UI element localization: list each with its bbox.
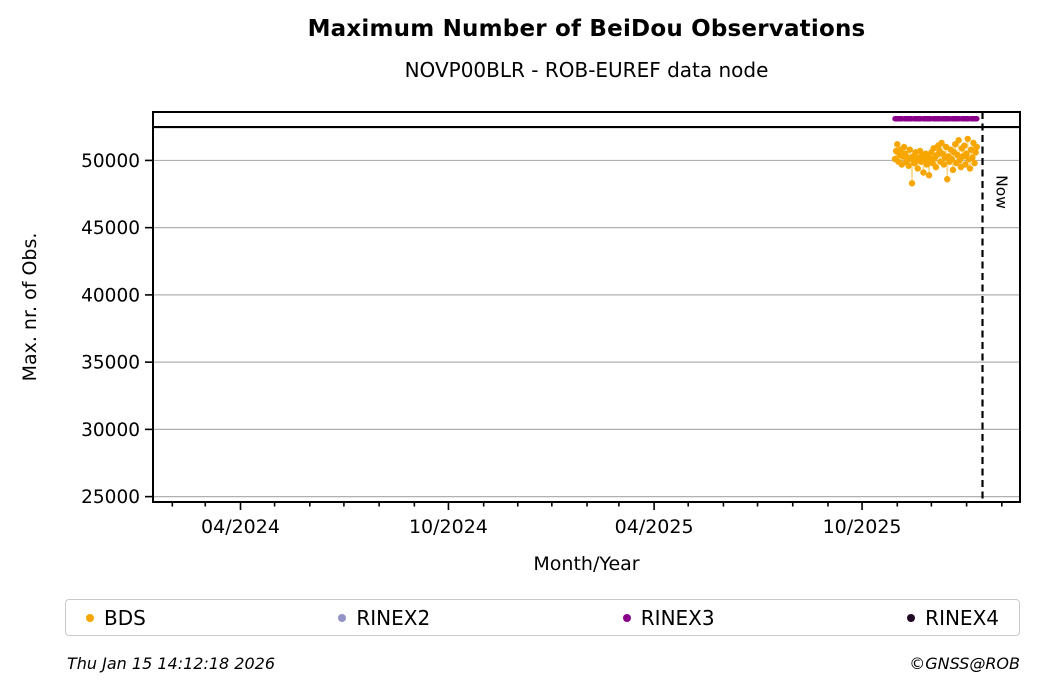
data-point-bds — [961, 142, 968, 149]
data-point-bds — [905, 162, 912, 169]
legend-label-rinex2: RINEX2 — [356, 605, 431, 630]
y-tick-label: 45000 — [81, 218, 140, 239]
data-point-bds — [923, 161, 931, 168]
x-tick-label: 04/2025 — [615, 516, 694, 538]
data-point-bds — [920, 169, 927, 176]
data-point-bds — [966, 165, 974, 172]
data-point-bds — [938, 139, 945, 147]
x-tick-label: 04/2024 — [201, 516, 280, 538]
now-label: Now — [993, 175, 1011, 209]
data-point-bds — [940, 161, 948, 168]
legend-label-rinex3: RINEX3 — [640, 605, 715, 630]
data-point-bds — [972, 149, 979, 156]
y-tick-label: 35000 — [81, 353, 140, 374]
data-point-bds — [900, 143, 908, 151]
legend-item-rinex4: RINEX4 — [907, 606, 999, 630]
data-point-bds — [955, 137, 962, 144]
y-tick-label: 30000 — [81, 420, 140, 441]
data-point-bds — [906, 146, 913, 153]
x-tick-label: 10/2025 — [823, 516, 902, 538]
rinex4-marker-icon — [907, 613, 916, 622]
chart-title: Maximum Number of BeiDou Observations — [307, 16, 866, 42]
timestamp: Thu Jan 15 14:12:18 2026 — [67, 654, 275, 673]
legend-label-bds: BDS — [104, 605, 146, 630]
data-point-bds — [894, 141, 901, 148]
rinex2-marker-icon — [338, 613, 347, 622]
y-tick-label: 40000 — [81, 285, 140, 306]
rinex3-marker-icon — [622, 613, 631, 622]
data-point-bds — [949, 166, 957, 174]
legend-label-rinex4: RINEX4 — [925, 605, 999, 630]
x-tick-label: 10/2024 — [409, 516, 488, 538]
data-point-bds — [964, 135, 971, 143]
data-point-bds — [948, 155, 956, 163]
data-point-bds — [944, 176, 951, 183]
data-point-bds — [962, 161, 969, 168]
data-point-bds — [954, 151, 961, 159]
x-axis-label: Month/Year — [533, 553, 640, 575]
data-point-bds — [971, 159, 978, 167]
legend-item-bds: BDS — [86, 606, 146, 630]
plot-canvas: 25000 30000 35000 40000 45000 50000 04/2024 10/… — [81, 111, 1021, 538]
plot-frame — [152, 111, 1021, 503]
data-point-bds — [973, 143, 981, 151]
bds-marker-icon — [86, 613, 94, 622]
credit: ©GNSS@ROB — [909, 654, 1020, 673]
legend-item-rinex3: RINEX3 — [622, 605, 715, 630]
legend: BDS RINEX2 RINEX3 RINEX4 — [65, 599, 1020, 636]
y-tick-label: 25000 — [81, 487, 140, 508]
data-point-bds — [914, 165, 921, 172]
chart-subtitle: NOVP00BLR - ROB-EUREF data node — [404, 58, 769, 82]
data-point-bds — [963, 150, 970, 157]
data-point-bds — [932, 163, 940, 171]
legend-item-rinex2: RINEX2 — [338, 606, 430, 630]
data-point-bds — [925, 172, 933, 179]
data-point-bds — [969, 154, 976, 161]
y-tick-label: 50000 — [81, 151, 140, 172]
data-point-bds — [908, 180, 916, 187]
